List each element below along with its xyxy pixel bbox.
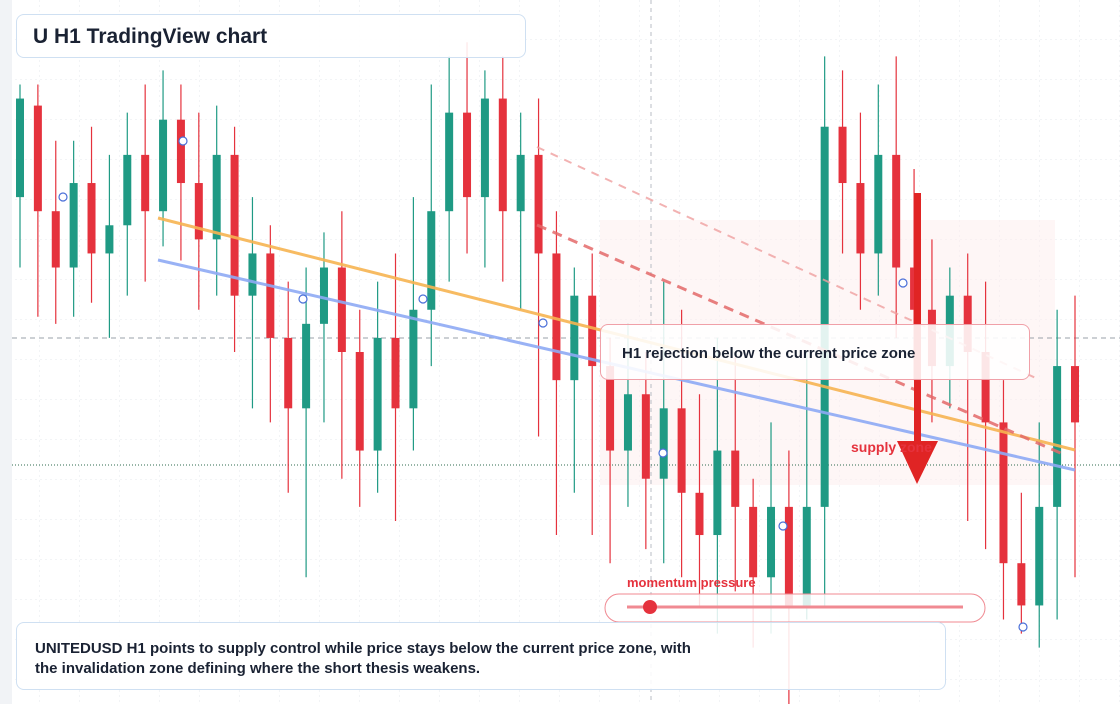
candle-body [480,98,489,198]
candle-body [641,394,650,479]
candle-body [51,211,60,268]
markers [58,136,1028,632]
candle-body [767,506,776,578]
candle-body [784,506,793,606]
candle-body [570,295,579,381]
candle-body [516,154,525,212]
zone-label: supply zone [851,439,932,455]
left-edge [0,0,12,704]
candle-body [695,492,704,536]
candle-body [1071,366,1079,423]
candle-body [337,267,346,352]
candle-body [33,105,42,212]
candle-body [284,337,293,409]
channel-line [536,146,1041,381]
resistance-line [536,223,1066,457]
candle-body [588,295,597,367]
candle-body [677,408,686,493]
candle-body [230,154,239,296]
candle-body [87,183,96,254]
candle-body [802,506,811,606]
arrow-head [897,441,938,484]
candle-body [606,366,615,451]
candle-body [838,126,847,184]
candle-body [176,119,185,184]
candle-body [391,337,400,409]
annotation: H1 rejection below the current price zon… [600,324,1030,380]
candle-body [409,309,418,409]
indicator-knob [643,600,657,614]
candle-body [16,98,24,198]
candle-body [534,154,543,254]
candle-body [302,323,311,409]
candle-body [69,183,78,268]
candle-body [1035,506,1044,606]
candle-body [856,183,865,254]
candle-body [749,506,758,578]
arrow-shaft [914,193,921,443]
candle-body [445,112,454,212]
candle-body [981,352,990,423]
candle-body [659,408,668,479]
candle-body [105,225,114,254]
candle-body [141,154,150,212]
candle-body [427,211,436,310]
candle-body [713,450,722,536]
candle-body [248,253,257,296]
candle-body [373,337,382,451]
candle-body [963,295,972,352]
candle-body [874,154,883,254]
candle-body [623,394,632,451]
candle-body [212,154,221,240]
candle-body [319,267,328,324]
candle-body [266,253,275,338]
candle-body [552,253,561,381]
candle-body [892,154,901,268]
candle-body [1053,366,1062,507]
candle-body [1017,563,1026,606]
candle-body [194,183,203,240]
description-box: UNITEDUSD H1 points to supply control wh… [16,622,946,690]
description: UNITEDUSD H1 points to supply control wh… [35,640,691,677]
candle-body [463,112,472,198]
candle-body [820,126,829,507]
chart-title: U H1 TradingView chart [16,14,526,58]
candle-body [731,450,740,507]
candle-body [999,422,1008,564]
indicator-label: momentum pressure [627,575,756,590]
candle-body [123,154,132,226]
candle-body [159,119,168,212]
candle-body [355,352,364,451]
candle-body [498,98,507,212]
